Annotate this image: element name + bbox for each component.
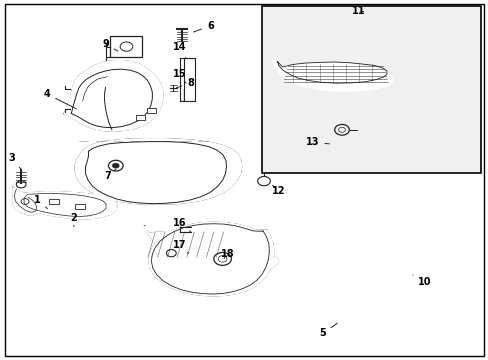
- Text: 16: 16: [173, 218, 190, 232]
- Text: 2: 2: [70, 213, 77, 226]
- Text: 8: 8: [176, 78, 194, 88]
- Polygon shape: [272, 60, 392, 91]
- Text: 18: 18: [220, 248, 234, 258]
- Text: 6: 6: [193, 21, 213, 32]
- Text: 17: 17: [173, 239, 188, 253]
- Text: 13: 13: [305, 138, 329, 147]
- Text: 11: 11: [352, 6, 365, 17]
- Polygon shape: [75, 139, 241, 204]
- Text: 7: 7: [104, 169, 116, 181]
- Bar: [110, 36, 142, 57]
- Text: 12: 12: [271, 185, 285, 196]
- Polygon shape: [13, 187, 39, 215]
- Text: 1: 1: [34, 195, 47, 209]
- Polygon shape: [183, 90, 194, 101]
- Bar: [183, 58, 194, 101]
- Text: 9: 9: [102, 39, 118, 51]
- Text: 14: 14: [173, 42, 186, 58]
- Polygon shape: [64, 60, 163, 131]
- Text: 3: 3: [8, 153, 21, 169]
- Bar: [147, 108, 156, 113]
- Polygon shape: [267, 257, 278, 267]
- Bar: [261, 6, 480, 173]
- Text: 15: 15: [173, 69, 186, 83]
- Text: 5: 5: [319, 323, 337, 338]
- Polygon shape: [144, 226, 231, 261]
- Bar: [75, 204, 84, 209]
- Text: 10: 10: [412, 275, 431, 287]
- Bar: [136, 116, 145, 120]
- Text: 4: 4: [43, 89, 76, 109]
- Bar: [49, 199, 59, 204]
- Polygon shape: [149, 222, 273, 296]
- Polygon shape: [20, 192, 117, 219]
- Circle shape: [112, 163, 119, 168]
